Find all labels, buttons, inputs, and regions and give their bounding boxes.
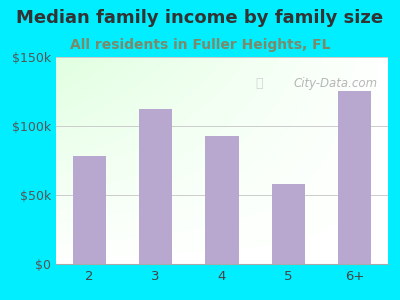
Text: 🔍: 🔍	[255, 77, 263, 90]
Bar	[272, 184, 305, 264]
Bar	[139, 110, 172, 264]
Bar	[73, 156, 106, 264]
Text: Median family income by family size: Median family income by family size	[16, 9, 384, 27]
Text: City-Data.com: City-Data.com	[294, 77, 378, 90]
Text: All residents in Fuller Heights, FL: All residents in Fuller Heights, FL	[70, 38, 330, 52]
Bar	[206, 136, 238, 264]
Bar	[338, 92, 372, 264]
